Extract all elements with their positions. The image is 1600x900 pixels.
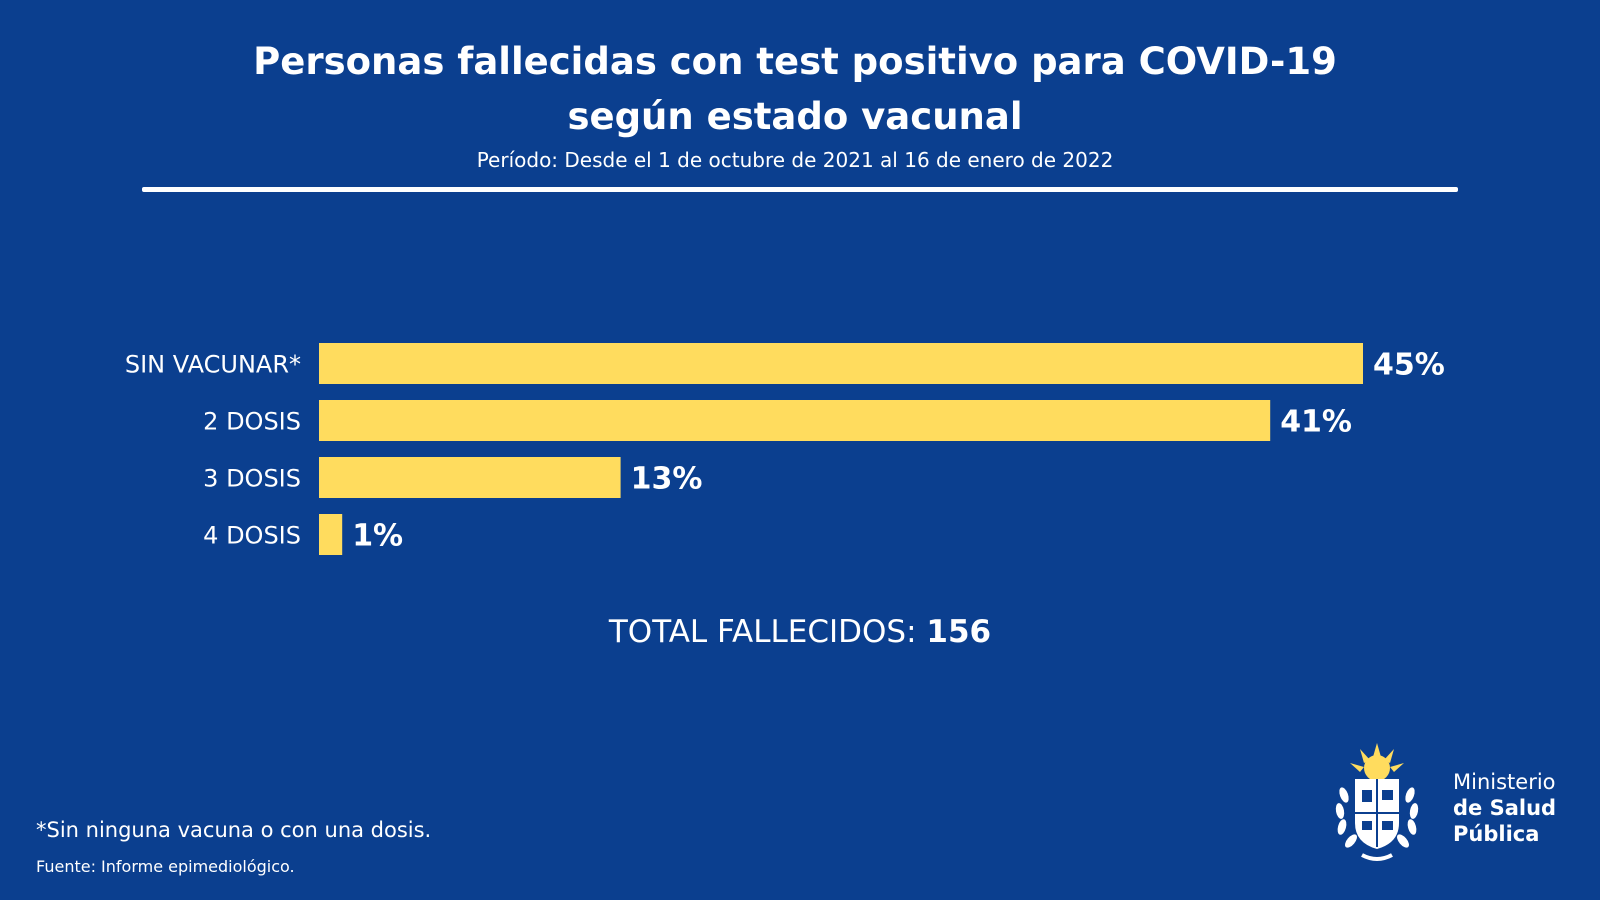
- ministry-name-line3: Pública: [1453, 822, 1540, 846]
- total-deaths-label: TOTAL FALLECIDOS:: [608, 614, 917, 650]
- coat-of-arms-icon: [1335, 743, 1419, 861]
- value-label: 45%: [1373, 348, 1445, 383]
- chart-title: Personas fallecidas con test positivo pa…: [0, 34, 1590, 144]
- value-label: 1%: [352, 519, 403, 554]
- value-label: 13%: [631, 462, 703, 497]
- chart-title-line2: según estado vacunal: [567, 95, 1023, 138]
- category-label: 4 DOSIS: [203, 522, 301, 550]
- ministry-name-line1: Ministerio: [1453, 770, 1556, 794]
- chart-title-line1: Personas fallecidas con test positivo pa…: [253, 40, 1337, 83]
- chart-subtitle: Período: Desde el 1 de octubre de 2021 a…: [476, 148, 1114, 172]
- bar: [319, 400, 1271, 441]
- total-deaths: TOTAL FALLECIDOS: 156: [0, 612, 1600, 652]
- ministry-name-line2: de Salud: [1453, 796, 1557, 820]
- category-label: 3 DOSIS: [203, 465, 301, 493]
- total-deaths-value: 156: [926, 614, 992, 650]
- category-label: 2 DOSIS: [203, 408, 301, 436]
- value-label: 41%: [1280, 405, 1352, 440]
- ministry-logo: Ministerio de Salud Pública: [1318, 735, 1588, 875]
- bar: [319, 457, 621, 498]
- source-note: Fuente: Informe epimediológico.: [36, 857, 295, 876]
- title-divider: [142, 187, 1458, 192]
- ministry-name: Ministerio de Salud Pública: [1453, 769, 1556, 847]
- category-label: SIN VACUNAR*: [125, 351, 301, 379]
- bar: [319, 343, 1363, 384]
- footnote: *Sin ninguna vacuna o con una dosis.: [36, 818, 432, 842]
- bar: [319, 514, 343, 555]
